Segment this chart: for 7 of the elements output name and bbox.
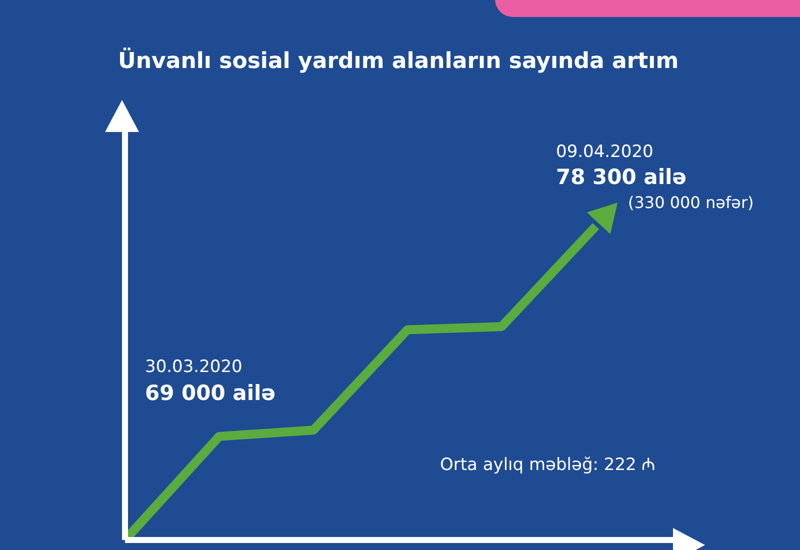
chart-title: Ünvanlı sosial yardım alanların sayında artım	[118, 47, 679, 74]
text: 78 300 ailə	[556, 165, 686, 189]
text: 09.04.2020	[556, 142, 654, 162]
annotation: 30.03.2020	[145, 357, 242, 377]
text: (330 000 nəfər)	[628, 193, 754, 212]
annotation: Orta aylıq məbləğ: 222 ₼	[440, 455, 656, 475]
annotation: 69 000 ailə	[145, 381, 276, 405]
